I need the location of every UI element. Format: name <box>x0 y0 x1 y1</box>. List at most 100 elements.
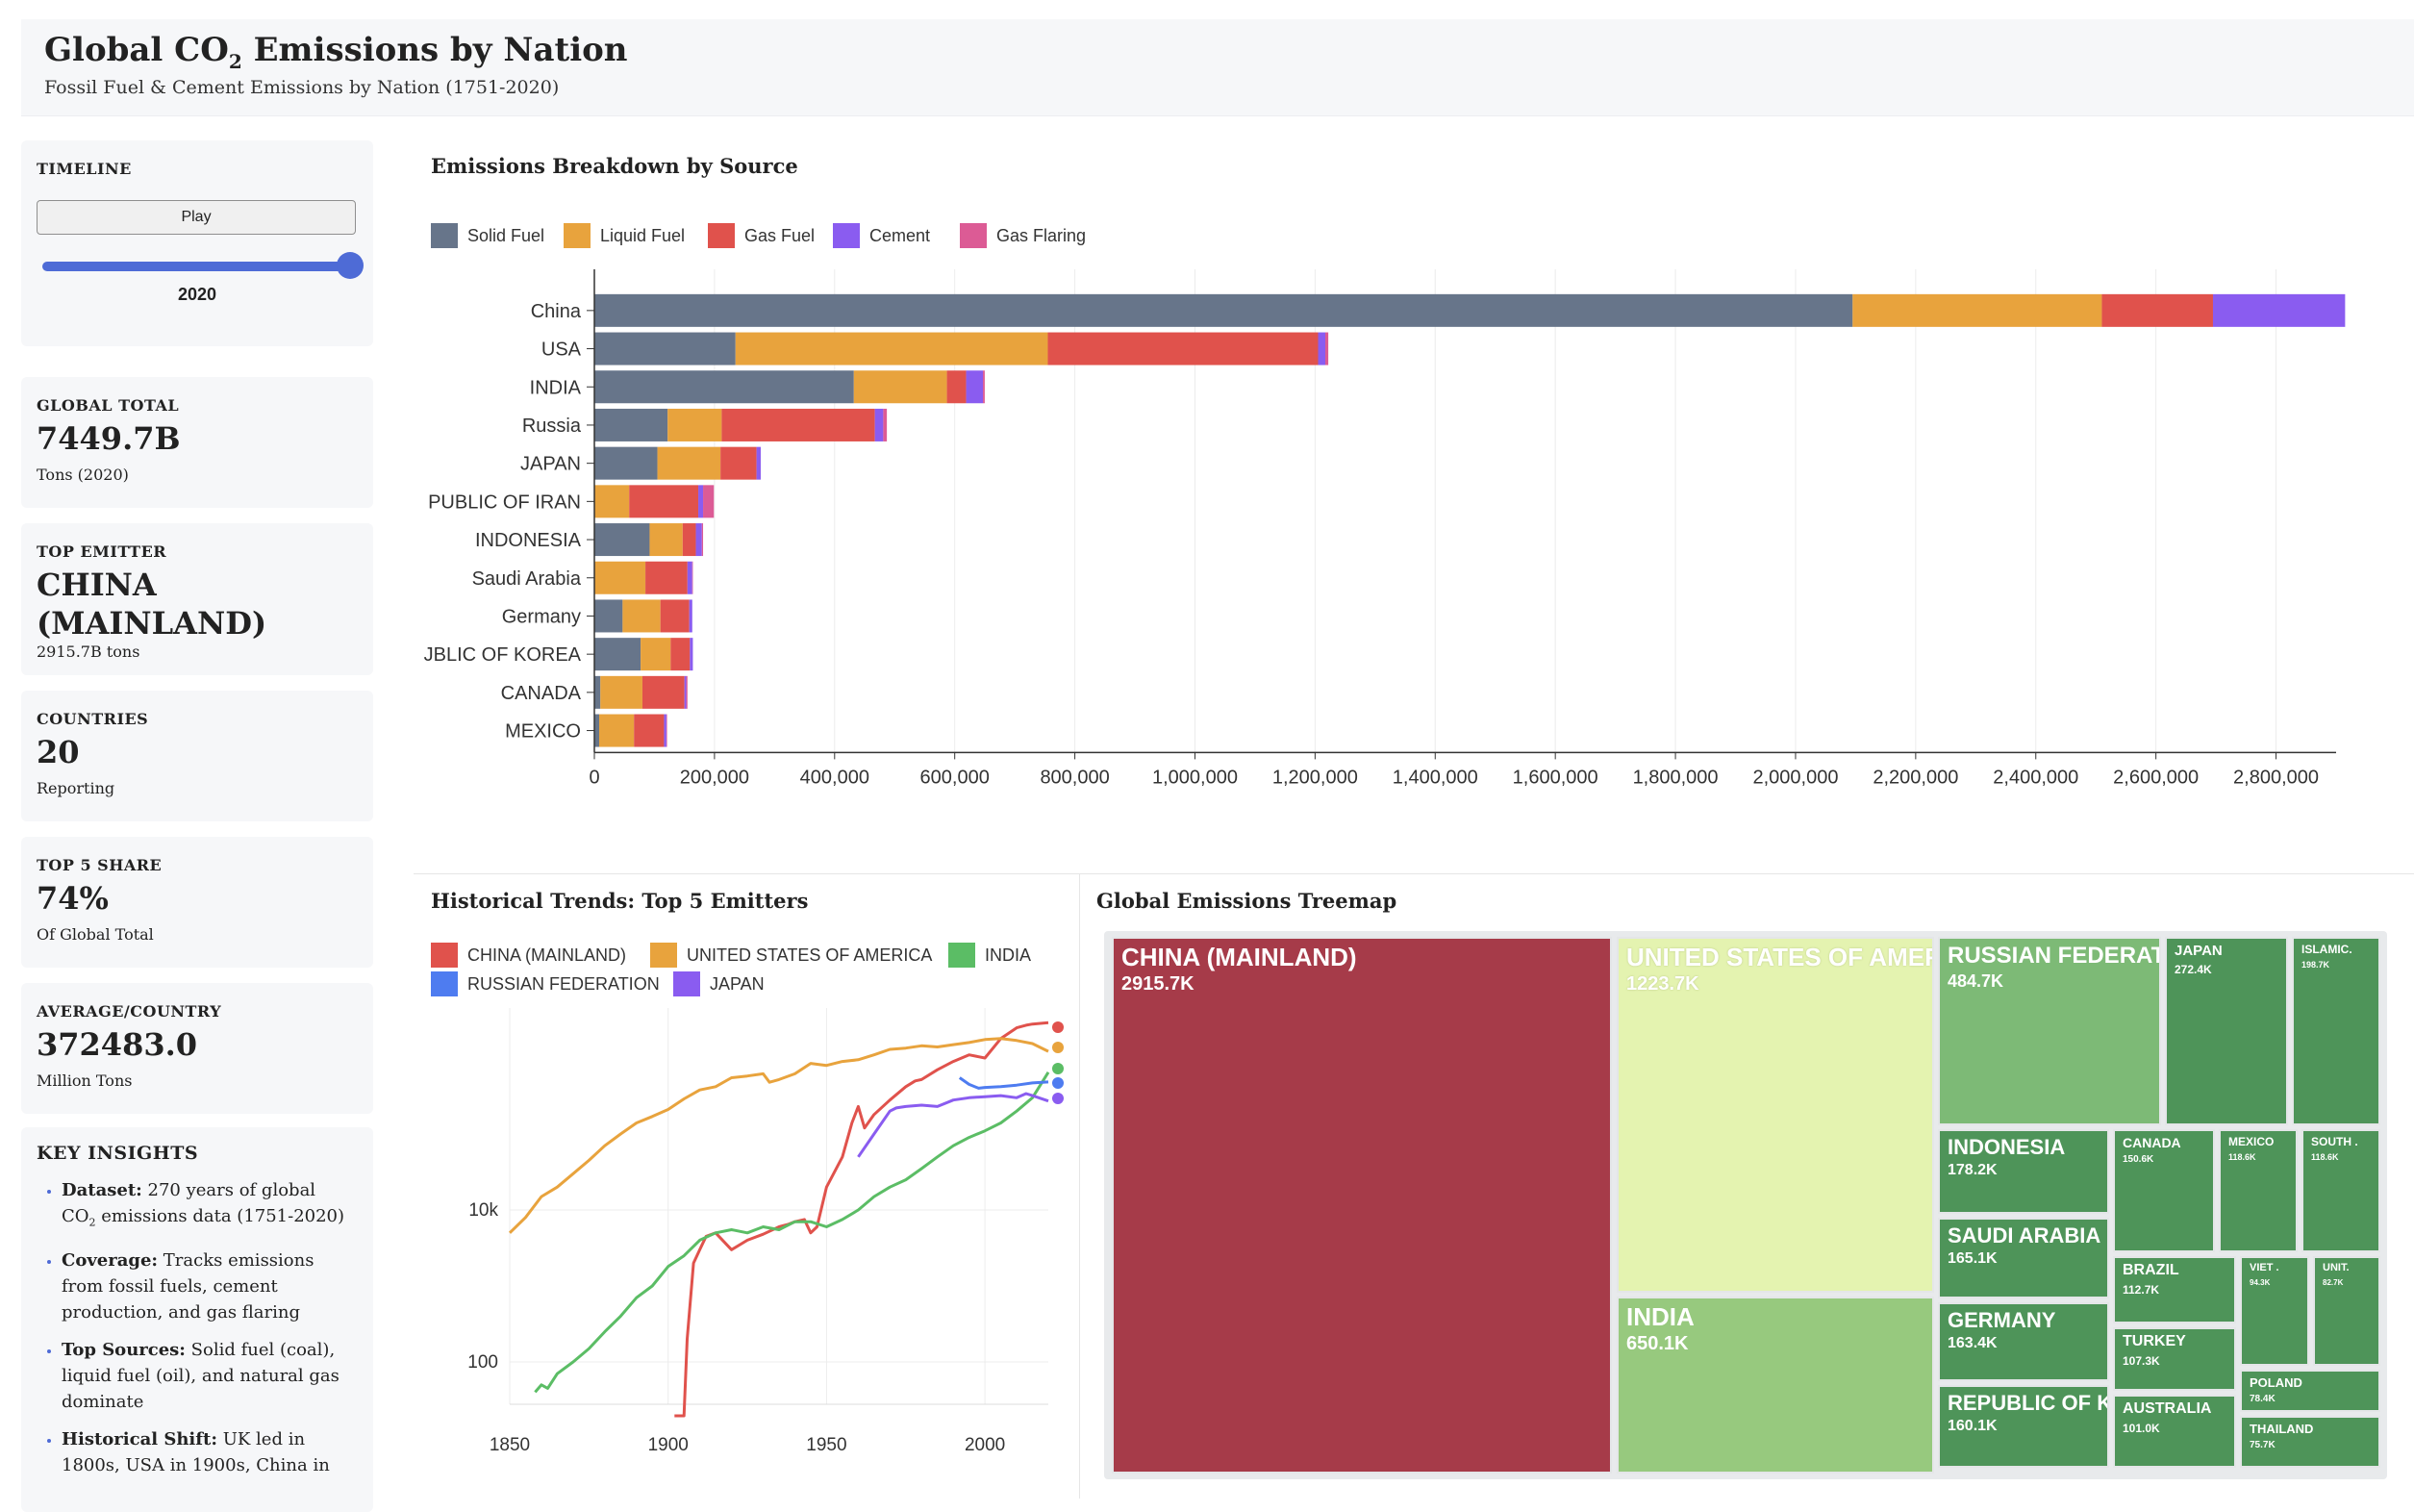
treemap-cell-value: 118.6K <box>2311 1152 2339 1162</box>
insights-title: KEY INSIGHTS <box>37 1143 199 1164</box>
y-tick-label: JAPAN <box>520 454 581 475</box>
treemap-cell-name: VIET . <box>2250 1262 2279 1273</box>
legend-swatch <box>431 971 458 996</box>
bar-segment <box>692 561 693 594</box>
year-slider-thumb[interactable] <box>337 252 364 279</box>
y-tick-label: MEXICO <box>505 721 581 743</box>
legend-label: INDIA <box>985 945 1032 965</box>
bar-segment <box>983 370 985 404</box>
bar-segment <box>594 638 641 671</box>
top-emitter-sub: 2915.7B tons <box>37 643 140 661</box>
treemap-cell-value: 178.2K <box>1948 1162 1998 1178</box>
bar-segment <box>721 408 875 441</box>
treemap-cell-value: 1223.7K <box>1626 973 1699 995</box>
bar-chart: China USA INDIA Russia JAPAN PUBLIC OF IRAN IN… <box>424 269 2346 788</box>
series-line <box>958 1076 1049 1090</box>
treemap-cell-value: 272.4K <box>2175 963 2212 976</box>
bar-segment <box>684 675 687 709</box>
legend-swatch <box>650 943 677 968</box>
countries-sub: Reporting <box>37 779 115 797</box>
legend-item: RUSSIAN FEDERATION <box>431 971 660 996</box>
bar-segment <box>853 370 947 404</box>
average-card: AVERAGE/COUNTRY 372483.0 Million Tons <box>21 983 373 1114</box>
global-total-value: 7449.7B <box>37 420 181 457</box>
bar-segment <box>594 561 646 594</box>
x-tick-label: 2000 <box>965 1435 1005 1455</box>
year-slider-track[interactable] <box>42 262 348 271</box>
insight-item: Coverage: Tracks emissions from fossil f… <box>62 1247 350 1325</box>
bar-segment <box>667 408 722 441</box>
treemap-cell: VIET . 94.3K <box>2240 1256 2309 1366</box>
bar-segment <box>735 332 1048 365</box>
series-endpoint <box>1052 1021 1064 1033</box>
page-title: Global CO2 Emissions by Nation <box>44 31 628 73</box>
section-divider-vertical <box>1079 873 1080 1499</box>
treemap-cell-name: SOUTH . <box>2311 1135 2358 1148</box>
treemap-cell-value: 484.7K <box>1948 971 2004 991</box>
x-tick-label: 1,800,000 <box>1633 767 1719 788</box>
average-value: 372483.0 <box>37 1026 197 1063</box>
bar-segment <box>682 523 696 557</box>
legend-item: Liquid Fuel <box>564 223 685 248</box>
treemap-cell-name: RUSSIAN FEDERAT <box>1948 943 2161 969</box>
treemap-cell: CANADA 150.6K <box>2113 1129 2215 1252</box>
bar-segment <box>641 638 671 671</box>
bar-segment <box>594 523 650 557</box>
legend-label: UNITED STATES OF AMERICA <box>687 945 933 965</box>
series-line <box>534 1071 1050 1394</box>
treemap-cell-value: 650.1K <box>1626 1333 1689 1354</box>
treemap-cell-name: SAUDI ARABIA <box>1948 1223 2101 1247</box>
bar-segment <box>2212 293 2346 327</box>
treemap-cell: UNIT. 82.7K <box>2313 1256 2380 1366</box>
series-line <box>508 1037 1049 1234</box>
x-tick-label: 1,600,000 <box>1513 767 1598 788</box>
bar-segment <box>701 523 704 557</box>
legend-item: Gas Fuel <box>708 223 815 248</box>
legend-swatch <box>948 943 975 968</box>
global-total-card: GLOBAL TOTAL 7449.7B Tons (2020) <box>21 377 373 508</box>
bar-segment <box>670 638 691 671</box>
treemap-cell-name: CHINA (MAINLAND) <box>1121 943 1357 971</box>
legend-swatch <box>431 223 458 248</box>
legend-item: Gas Flaring <box>960 223 1086 248</box>
y-tick-label: 100 <box>467 1352 498 1373</box>
treemap-cell-name: THAILAND <box>2250 1422 2314 1436</box>
bar-segment <box>629 485 699 518</box>
y-tick-label: USA <box>541 340 582 361</box>
legend-label: Gas Fuel <box>744 225 816 245</box>
line-chart: 100 10k 1850 1900 1950 2000 <box>467 1008 1064 1455</box>
insight-item: Historical Shift: UK led in 1800s, USA i… <box>62 1426 350 1478</box>
treemap-cell-value: 78.4K <box>2250 1394 2276 1404</box>
treemap-cell: RUSSIAN FEDERAT 484.7K <box>1938 937 2161 1125</box>
y-tick-label: CANADA <box>501 683 582 704</box>
x-tick-label: 2,400,000 <box>1993 767 2078 788</box>
average-sub: Million Tons <box>37 1071 133 1090</box>
treemap-cell: MEXICO 118.6K <box>2219 1129 2298 1252</box>
legend-item: JAPAN <box>673 971 765 996</box>
x-tick-label: 2,000,000 <box>1752 767 1838 788</box>
treemap-cell-value: 2915.7K <box>1121 973 1194 995</box>
treemap-cell-value: 107.3K <box>2123 1354 2160 1368</box>
play-button[interactable]: Play <box>37 200 356 235</box>
bar-segment <box>594 293 1853 327</box>
top5-share-sub: Of Global Total <box>37 925 154 944</box>
bar-segment <box>883 408 888 441</box>
legend-item: Solid Fuel <box>431 223 544 248</box>
treemap-cell-value: 75.7K <box>2250 1440 2276 1450</box>
treemap-cell-value: 150.6K <box>2123 1154 2154 1165</box>
treemap-cell: GERMANY 163.4K <box>1938 1302 2109 1381</box>
bar-segment <box>686 675 688 709</box>
bar-segment <box>1318 332 1325 365</box>
x-tick-label: 1,200,000 <box>1272 767 1358 788</box>
top5-share-card: TOP 5 SHARE 74% Of Global Total <box>21 837 373 968</box>
bar-segment <box>594 599 623 633</box>
series-endpoint <box>1052 1093 1064 1104</box>
x-tick-label: 2,200,000 <box>1873 767 1958 788</box>
x-tick-label: 1,000,000 <box>1152 767 1238 788</box>
legend-label: RUSSIAN FEDERATION <box>467 973 660 994</box>
bar-segment <box>594 408 668 441</box>
treemap-cell-value: 112.7K <box>2123 1283 2160 1297</box>
timeline-label: TIMELINE <box>37 160 132 178</box>
legend-item: UNITED STATES OF AMERICA <box>650 943 932 968</box>
x-tick-label: 1850 <box>490 1435 530 1455</box>
